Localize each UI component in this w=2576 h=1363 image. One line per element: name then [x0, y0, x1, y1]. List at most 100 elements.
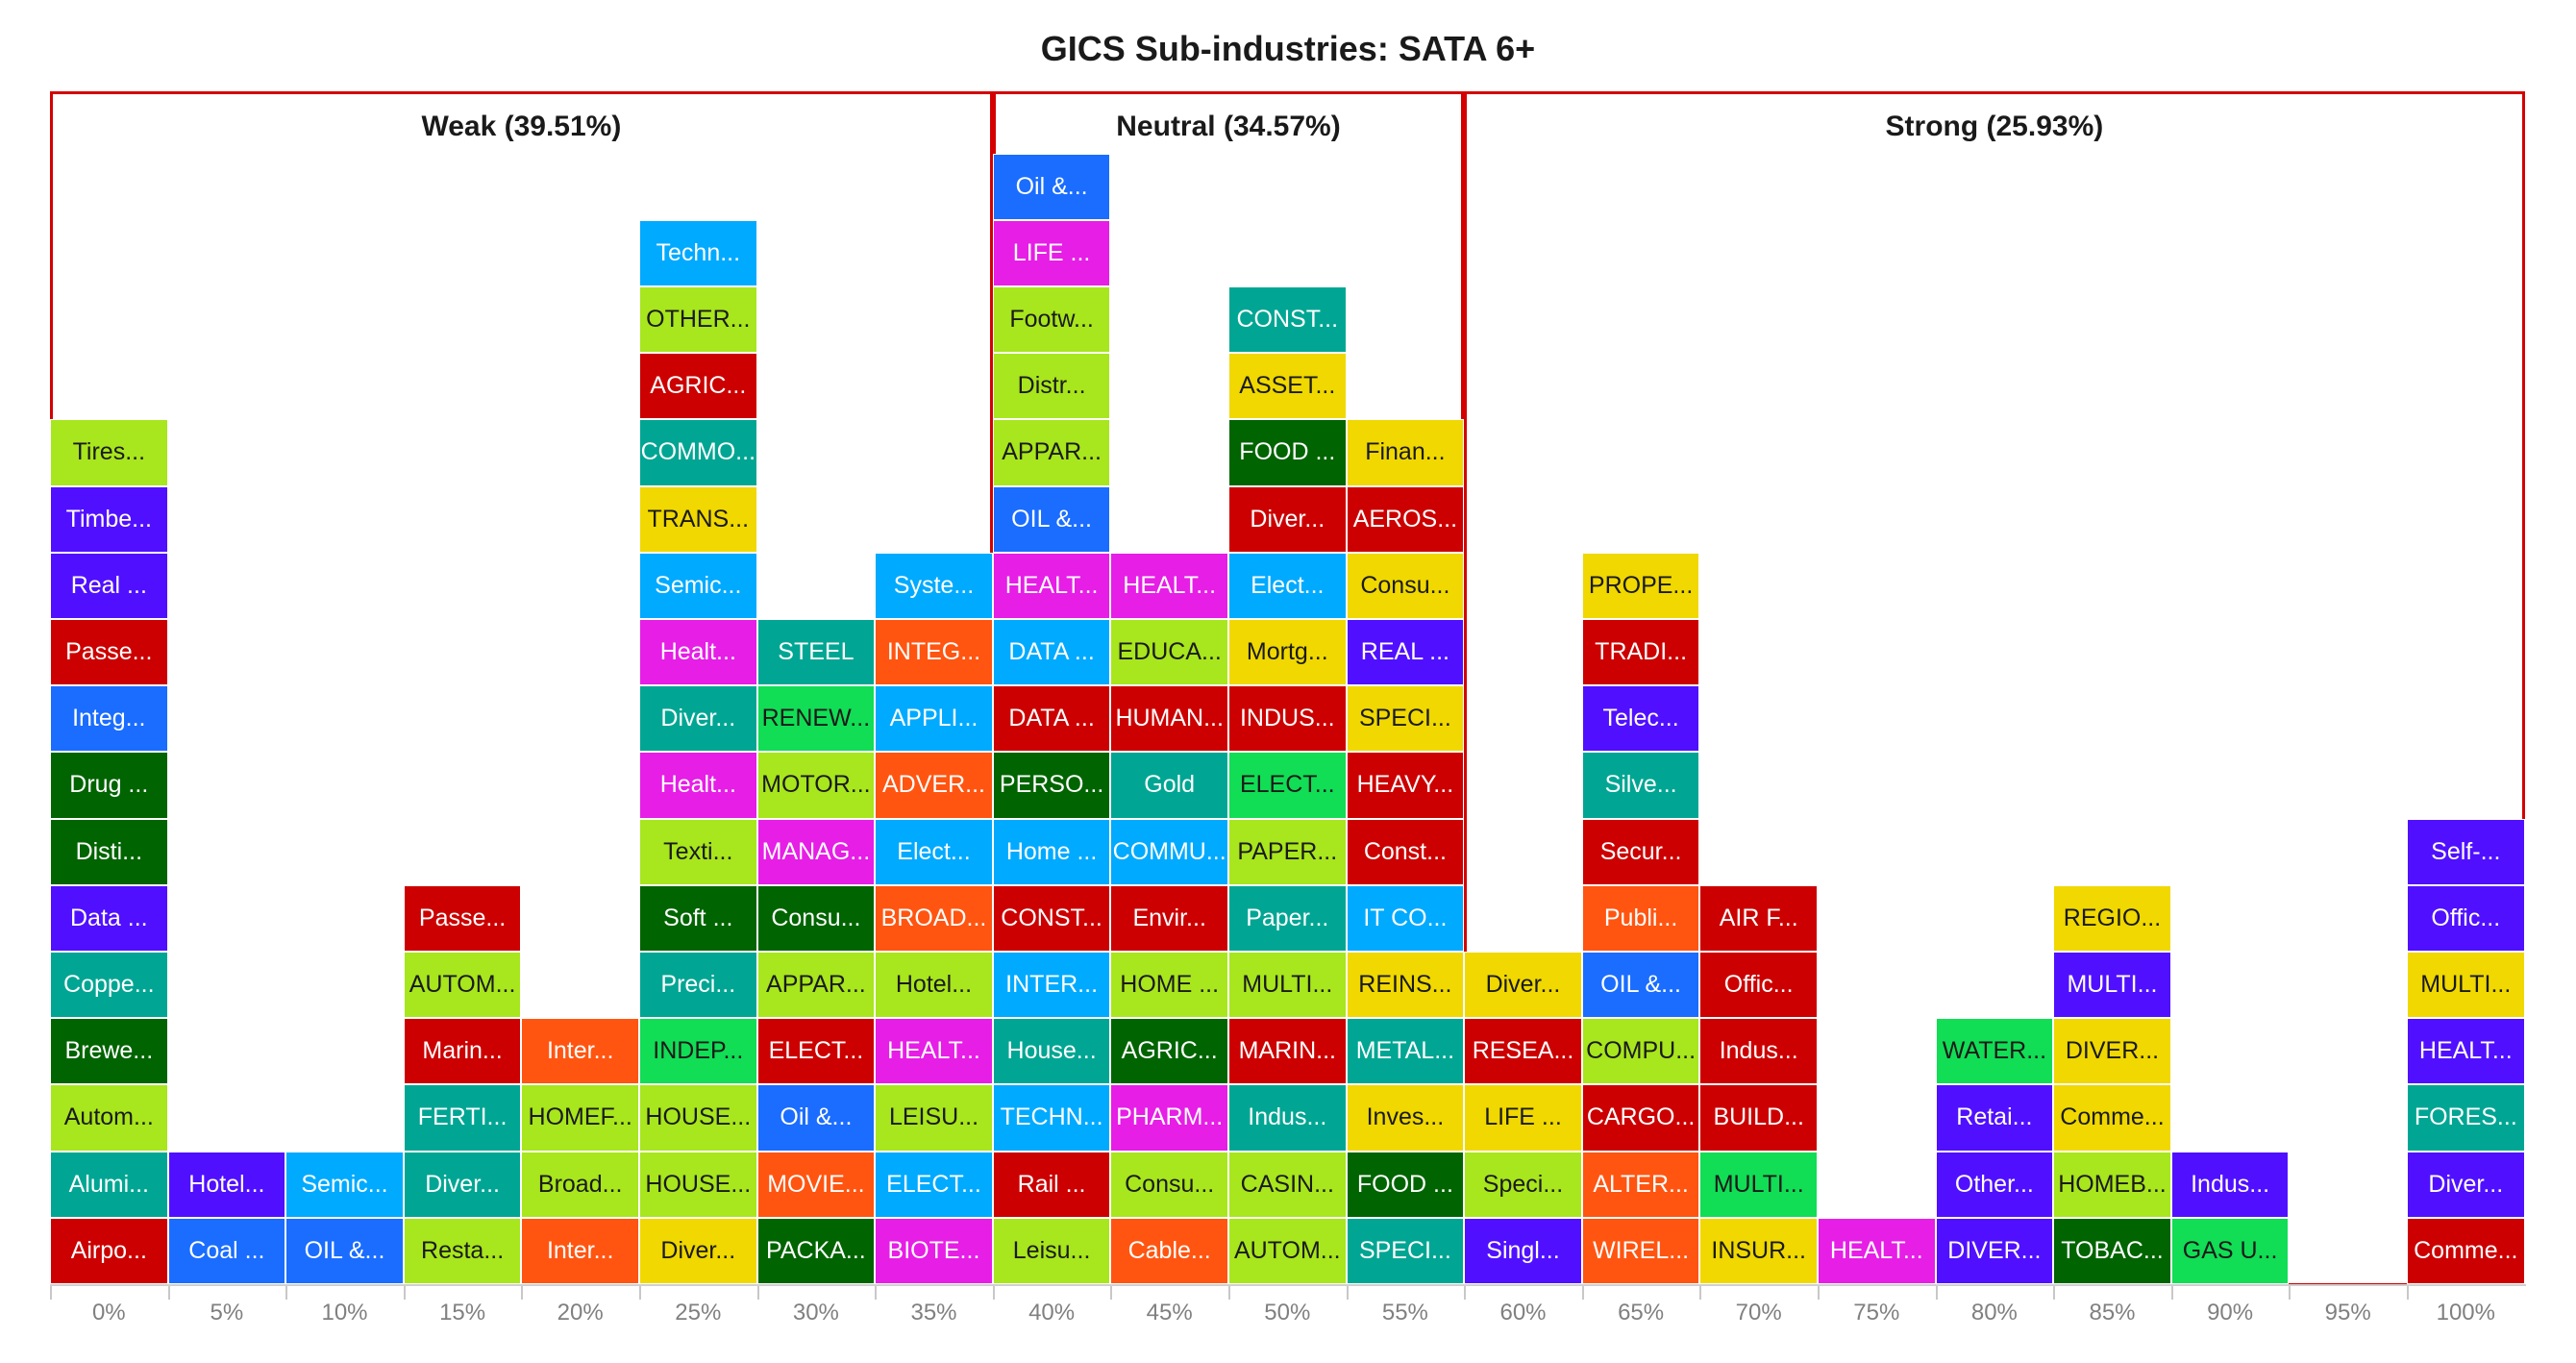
x-tick-label: 85% [2089, 1300, 2136, 1326]
stock-cell: BROAD... [875, 884, 993, 952]
stock-cell: DIVER... [1935, 1217, 2054, 1284]
stock-cell: Indus... [2170, 1151, 2290, 1218]
x-tick-label: 60% [1499, 1300, 1547, 1326]
stock-cell: INDUS... [1228, 685, 1347, 753]
stock-cell: Semic... [285, 1151, 404, 1218]
stock-cell: SPECI... [1346, 685, 1465, 753]
stock-cell: OTHER... [639, 286, 757, 354]
stock-cell: LEISU... [875, 1084, 993, 1152]
stock-cell: FOOD ... [1228, 419, 1347, 486]
stock-cell: INDEP... [639, 1018, 757, 1085]
stock-cell: CONST... [992, 884, 1111, 952]
stock-cell: Brewe... [50, 1018, 168, 1085]
stock-cell: PROPE... [1581, 552, 1700, 619]
region-label: Neutral (34.57%) [1116, 111, 1341, 142]
stock-cell: GAS U... [2170, 1217, 2290, 1284]
stock-cell: SPECI... [1346, 1217, 1465, 1284]
stock-cell: HEALT... [875, 1018, 993, 1085]
stock-cell: Techn... [639, 219, 757, 286]
stock-cell: Tires... [50, 419, 168, 486]
x-tick-label: 40% [1028, 1300, 1076, 1326]
stock-cell: Singl... [1464, 1217, 1582, 1284]
stock-cell: Footw... [992, 286, 1111, 354]
stock-cell: Leisu... [992, 1217, 1111, 1284]
stock-cell: APPAR... [992, 419, 1111, 486]
stock-cell: LIFE ... [1464, 1084, 1582, 1152]
stock-cell: PERSO... [992, 752, 1111, 819]
stock-cell: ASSET... [1228, 353, 1347, 420]
stock-cell: HOUSE... [639, 1151, 757, 1218]
stock-cell: OIL &... [1581, 952, 1700, 1019]
stock-cell: APPLI... [875, 685, 993, 753]
stock-cell: Broad... [521, 1151, 639, 1218]
x-tick-mark [1346, 1286, 1349, 1300]
stock-cell: RESEA... [1464, 1018, 1582, 1085]
stock-cell: ELECT... [875, 1151, 993, 1218]
stock-cell: Cable... [1110, 1217, 1228, 1284]
stock-cell: REAL ... [1346, 619, 1465, 686]
stock-cell: METAL... [1346, 1018, 1465, 1085]
stock-cell: Texti... [639, 818, 757, 885]
x-tick-mark [1935, 1286, 1938, 1300]
x-tick-label: 0% [91, 1300, 126, 1326]
stock-cell: INTER... [992, 952, 1111, 1019]
x-tick-mark [403, 1286, 406, 1300]
stock-cell: PAPER... [1228, 818, 1347, 885]
stock-cell: APPAR... [756, 952, 876, 1019]
stock-cell: HOME ... [1110, 952, 1228, 1019]
x-tick-mark [1581, 1286, 1584, 1300]
x-tick-mark [2170, 1286, 2173, 1300]
stock-cell: ADVER... [875, 752, 993, 819]
stock-cell: Consu... [1346, 552, 1465, 619]
stock-cell: HEALT... [992, 552, 1111, 619]
stock-cell: Rail ... [992, 1151, 1111, 1218]
x-tick-mark [167, 1286, 170, 1300]
stock-cell: Hotel... [875, 952, 993, 1019]
stock-cell: MARIN... [1228, 1018, 1347, 1085]
stock-cell: Elect... [1228, 552, 1347, 619]
stock-cell: TECHN... [992, 1084, 1111, 1152]
stock-cell: INSUR... [1699, 1217, 1818, 1284]
stock-cell: Diver... [1228, 485, 1347, 553]
stock-cell: Drug ... [50, 752, 168, 819]
stock-cell: TRADI... [1581, 619, 1700, 686]
stock-cell: CASIN... [1228, 1151, 1347, 1218]
stock-cell: PHARM... [1110, 1084, 1228, 1152]
stock-cell: AGRIC... [639, 353, 757, 420]
stock-cell: Data ... [50, 884, 168, 952]
x-tick-label: 25% [675, 1300, 722, 1326]
stock-cell: BIOTE... [875, 1217, 993, 1284]
stock-cell: HUMAN... [1110, 685, 1228, 753]
stock-cell: Inter... [521, 1018, 639, 1085]
chart-title: GICS Sub-industries: SATA 6+ [1040, 29, 1536, 68]
stock-cell: TOBAC... [2053, 1217, 2171, 1284]
stock-cell: Diver... [639, 1217, 757, 1284]
stock-cell: Diver... [2407, 1151, 2525, 1218]
x-tick-mark [1228, 1286, 1230, 1300]
stock-cell: FOOD ... [1346, 1151, 1465, 1218]
stock-cell: Gold [1110, 752, 1228, 819]
stock-cell: HOUSE... [639, 1084, 757, 1152]
stock-cell: TRANS... [639, 485, 757, 553]
stock-cell: Publi... [1581, 884, 1700, 952]
stock-cell: Home ... [992, 818, 1111, 885]
x-tick-label: 30% [792, 1300, 839, 1326]
stock-cell: OIL &... [285, 1217, 404, 1284]
x-tick-label: 45% [1146, 1300, 1193, 1326]
x-tick-label: 5% [210, 1300, 244, 1326]
x-tick-label: 55% [1381, 1300, 1428, 1326]
stock-cell: PACKA... [756, 1217, 876, 1284]
stock-cell: WATER... [1935, 1018, 2054, 1085]
x-tick-label: 65% [1618, 1300, 1665, 1326]
x-tick-label: 10% [321, 1300, 368, 1326]
stock-cell: House... [992, 1018, 1111, 1085]
stock-cell: OIL &... [992, 485, 1111, 553]
stock-cell: Airpo... [50, 1217, 168, 1284]
stock-cell: ALTER... [1581, 1151, 1700, 1218]
stock-cell: AUTOM... [1228, 1217, 1347, 1284]
stock-cell: Disti... [50, 818, 168, 885]
stock-cell: Telec... [1581, 685, 1700, 753]
stock-cell: Offic... [1699, 952, 1818, 1019]
stock-cell: Healt... [639, 752, 757, 819]
